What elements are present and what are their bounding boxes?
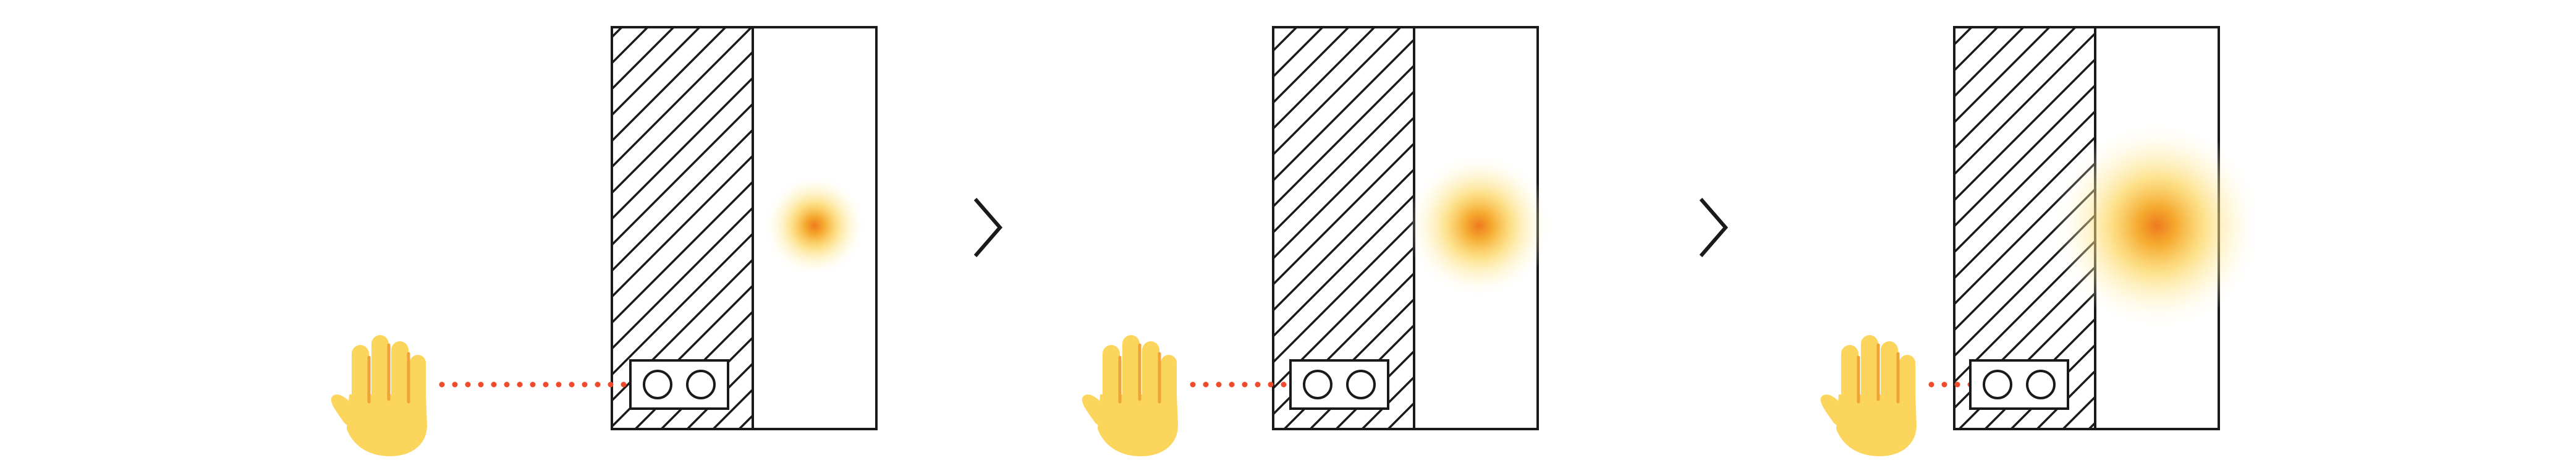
hand-icon [331,335,427,456]
hand-icon [1821,335,1917,456]
sensor-lens-icon [1346,370,1376,399]
stage-3 [1821,26,2262,456]
stage-2 [1082,26,1552,456]
sensor-lens-icon [1303,370,1332,399]
sensor-lens-icon [643,370,672,399]
light-glow [2052,121,2262,331]
chevron-right-icon [973,198,1002,257]
sensor-lens-icon [686,370,716,399]
hand-icon [1082,335,1178,456]
chevron-right-icon [1699,198,1728,257]
stage-1 [331,26,878,456]
sensor-lens-icon [2026,370,2056,399]
light-glow [1406,153,1552,299]
light-glow [763,174,866,277]
sensor-lens-icon [1983,370,2012,399]
